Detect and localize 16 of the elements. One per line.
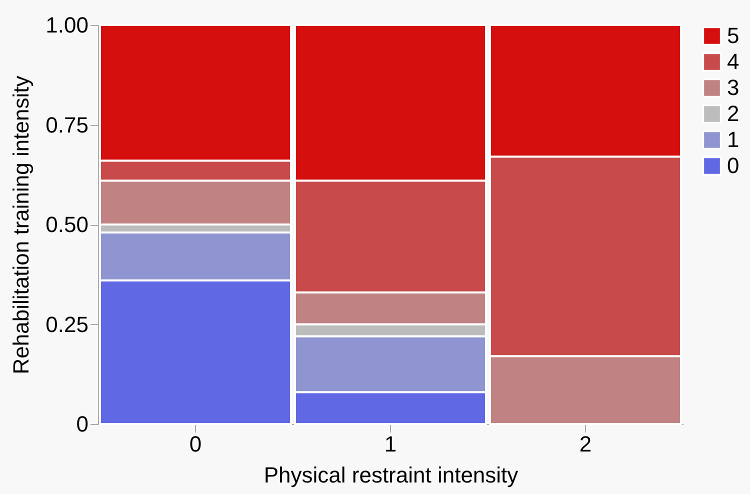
legend-label: 0 [727,153,740,178]
legend-label: 3 [727,75,740,100]
legend-label: 1 [727,127,740,152]
y-axis-title: Rehabilitation training intensity [8,76,34,374]
x-tick-label: 0 [189,432,202,456]
x-tick-label: 2 [579,432,592,456]
y-tick-label: 0 [76,412,88,436]
legend-label: 2 [727,101,740,126]
x-axis-title: Physical restraint intensity [264,462,518,488]
y-tick-label: 1.00 [46,12,88,38]
y-tick-label: 0.50 [46,212,88,237]
y-tick-label: 0.75 [46,112,88,138]
legend-label: 5 [727,23,740,48]
x-tick-label: 1 [384,432,397,456]
y-tick-label: 0.25 [46,312,88,337]
legend-label: 4 [727,49,740,74]
